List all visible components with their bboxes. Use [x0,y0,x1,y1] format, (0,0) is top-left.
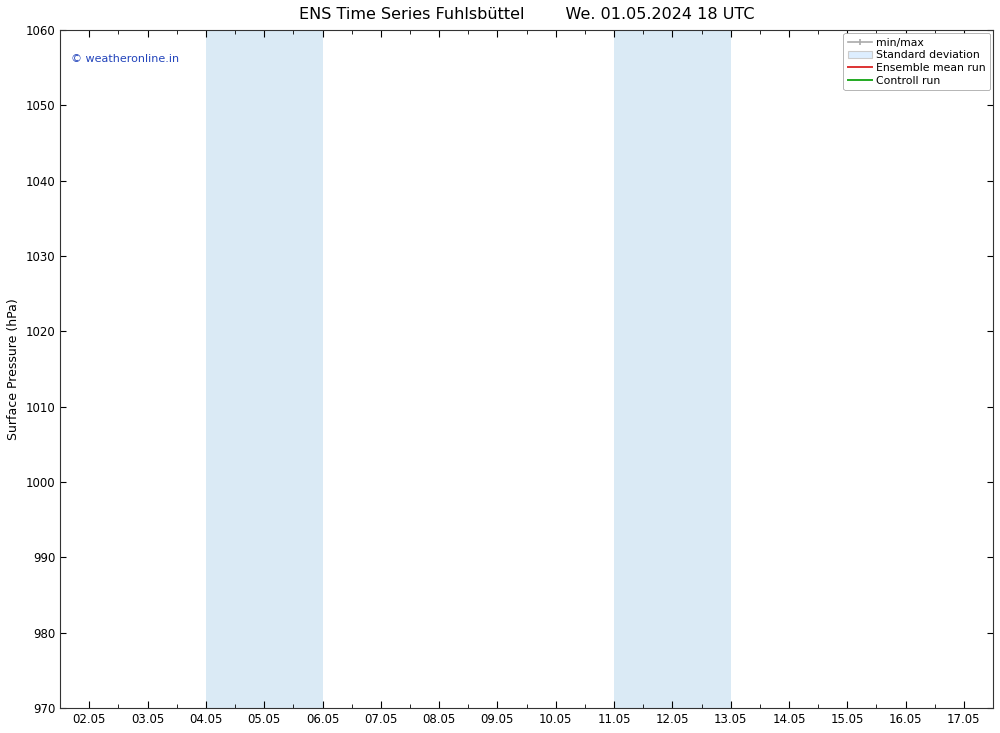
Bar [206,30,323,708]
Legend: min/max, Standard deviation, Ensemble mean run, Controll run: min/max, Standard deviation, Ensemble me… [843,33,990,90]
Text: © weatheronline.in: © weatheronline.in [71,54,179,64]
Y-axis label: Surface Pressure (hPa): Surface Pressure (hPa) [7,298,20,440]
Title: ENS Time Series Fuhlsbüttel        We. 01.05.2024 18 UTC: ENS Time Series Fuhlsbüttel We. 01.05.20… [299,7,754,22]
Bar [614,30,731,708]
